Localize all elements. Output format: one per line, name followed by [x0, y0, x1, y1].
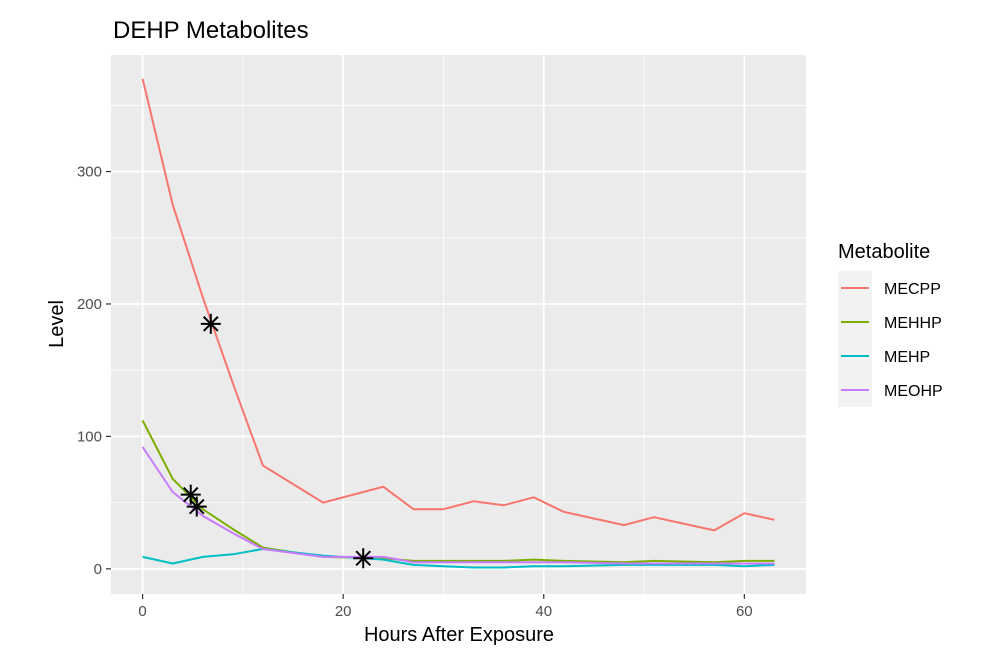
legend-label-mehp: MEHP: [884, 349, 930, 366]
plot-panel: [111, 55, 806, 594]
legend-title: Metabolite: [838, 241, 930, 263]
y-tick-label: 100: [77, 428, 102, 445]
series-line-mehhp: [141, 420, 775, 564]
x-tick-label: 60: [736, 603, 753, 620]
plot-area: 0 20 40 60 0 100 200 300: [77, 55, 806, 620]
y-axis-label: Level: [46, 300, 68, 348]
asterisk-marker: [186, 496, 207, 517]
y-tick-label: 200: [77, 296, 102, 313]
asterisk-marker: [353, 548, 374, 569]
legend: Metabolite MECPP MEHHP MEHP MEOHP: [838, 241, 943, 407]
x-tick-label: 20: [335, 603, 352, 620]
x-axis-label: Hours After Exposure: [364, 624, 554, 646]
series-line-meohp: [141, 446, 775, 565]
legend-label-mehhp: MEHHP: [884, 315, 942, 332]
legend-label-meohp: MEOHP: [884, 383, 943, 400]
y-tick-label: 300: [77, 164, 102, 181]
legend-label-mecpp: MECPP: [884, 281, 941, 298]
x-tick-label: 0: [138, 603, 146, 620]
asterisk-marker: [200, 313, 221, 334]
series-line-mecpp: [141, 78, 775, 532]
x-tick-label: 40: [535, 603, 552, 620]
y-tick-label: 0: [94, 561, 102, 578]
chart-title: DEHP Metabolites: [113, 17, 309, 44]
series-line-mehp: [142, 548, 775, 569]
